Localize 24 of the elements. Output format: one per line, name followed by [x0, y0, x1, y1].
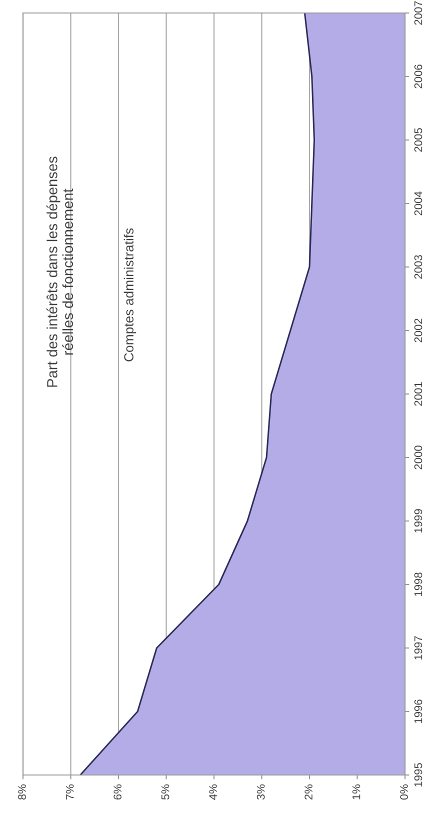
y-tick-label: 1996 [414, 700, 422, 724]
y-tick-label: 2001 [414, 382, 422, 406]
x-tick-label: 5% [161, 784, 170, 800]
y-tick-label: 2004 [414, 191, 422, 216]
text: Part des intérêts dans les dépenses réelles de fonctionnement [46, 156, 74, 387]
x-tick-label: 0% [400, 784, 408, 800]
y-tick-label: 2005 [414, 128, 422, 152]
y-tick-label: 1995 [414, 763, 422, 787]
y-tick-label: 2006 [414, 64, 422, 88]
y-tick-label: 2000 [414, 446, 422, 470]
y-tick-label: 1997 [414, 636, 422, 660]
y-tick-label: 2003 [414, 255, 422, 279]
y-tick-label: 1999 [414, 509, 422, 533]
x-tick-label: 1% [352, 784, 360, 800]
x-tick-label: 2% [304, 784, 312, 800]
x-tick-label: 8% [18, 784, 26, 800]
y-tick-label: 1998 [414, 572, 422, 596]
y-tick-label: 2002 [414, 318, 422, 342]
x-tick-label: 7% [66, 784, 74, 800]
y-tick-label: 2007 [414, 1, 422, 25]
x-tick-label: 3% [256, 784, 265, 800]
x-tick-label: 4% [209, 784, 217, 800]
x-tick-label: 6% [114, 784, 122, 800]
text: Comptes administratifs [124, 228, 136, 362]
